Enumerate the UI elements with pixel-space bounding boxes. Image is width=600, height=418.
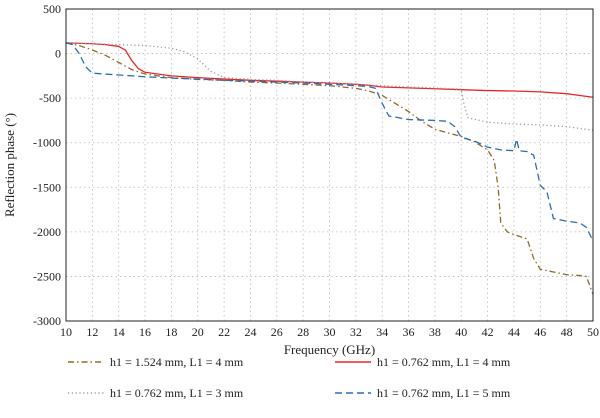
legend: h1 = 1.524 mm, L1 = 4 mm h1 = 0.762 mm, L… [68,355,511,400]
series-line-h1-0-762-mm-l1-4-mm [65,42,594,98]
y-tick-label: -2000 [33,225,61,239]
x-tick-label: 36 [403,325,415,339]
x-tick-label: 28 [297,325,309,339]
legend-label: h1 = 0.762 mm, L1 = 4 mm [377,355,511,369]
x-tick-label: 34 [376,325,388,339]
x-tick-label: 12 [86,325,98,339]
x-tick-labels: 10 12 14 16 18 20 22 24 26 28 30 32 34 36 38 40 42 44 46 48… [60,325,599,339]
x-tick-label: 40 [455,325,467,339]
x-tick-label: 26 [271,325,283,339]
x-tick-label: 50 [587,325,599,339]
series-line-h1-1-524-mm-l1-4-mm [65,42,594,295]
series-line-h1-0-762-mm-l1-5-mm [65,42,594,242]
x-tick-label: 24 [244,325,256,339]
y-tick-label: 0 [55,47,61,61]
y-tick-label: -2500 [33,269,61,283]
x-tick-label: 48 [561,325,573,339]
grid-layer [66,9,593,321]
y-tick-label: 500 [43,2,61,16]
x-tick-label: 30 [324,325,336,339]
y-axis-label: Reflection phase (°) [2,113,17,217]
y-tick-label: -1000 [33,136,61,150]
series-layer [65,42,594,295]
x-tick-label: 22 [218,325,230,339]
x-tick-label: 16 [139,325,151,339]
x-tick-label: 14 [113,325,125,339]
y-tick-labels: 500 0 -500 -1000 -1500 -2000 -2500 -3000 [33,2,61,328]
legend-label: h1 = 0.762 mm, L1 = 5 mm [377,386,511,400]
x-tick-label: 46 [534,325,546,339]
x-tick-label: 20 [192,325,204,339]
x-axis-label: Frequency (GHz) [284,342,375,357]
plot-frame [65,8,594,322]
y-tick-label: -3000 [33,314,61,328]
legend-label: h1 = 0.762 mm, L1 = 3 mm [110,386,244,400]
x-tick-label: 18 [165,325,177,339]
y-tick-label: -500 [39,91,61,105]
x-tick-label: 44 [508,325,520,339]
x-tick-label: 32 [350,325,362,339]
x-tick-label: 10 [60,325,72,339]
y-tick-label: -1500 [33,180,61,194]
x-tick-label: 42 [482,325,494,339]
x-tick-label: 38 [429,325,441,339]
legend-label: h1 = 1.524 mm, L1 = 4 mm [110,355,244,369]
